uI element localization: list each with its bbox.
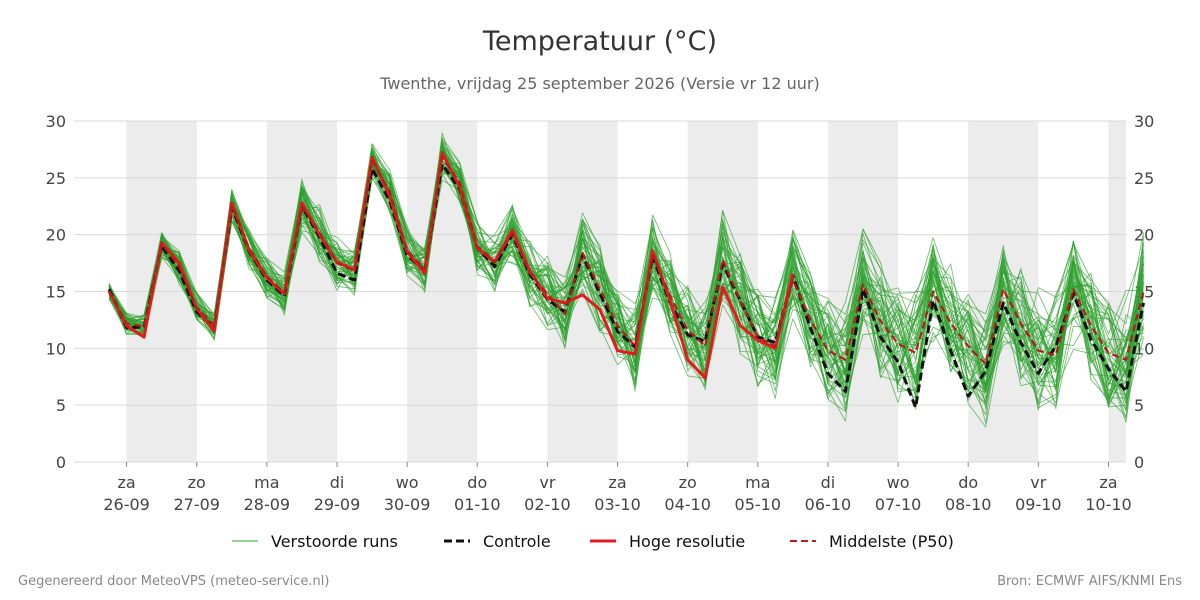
y-tick-label: 20 [46, 226, 66, 245]
x-tick-date: 08-10 [945, 495, 992, 514]
legend-label-high-res: Hoge resolutie [629, 532, 745, 551]
ensemble-member-line [108, 160, 1144, 410]
x-tick-day: za [608, 473, 626, 492]
x-tick-day: vr [1030, 473, 1046, 492]
x-tick-day: di [821, 473, 836, 492]
x-tick-date: 03-10 [594, 495, 641, 514]
x-tick-date: 01-10 [454, 495, 501, 514]
x-tick-day: wo [887, 473, 910, 492]
high-res-line [107, 151, 795, 380]
footer-source: Bron: ECMWF AIFS/KNMI Ens [997, 574, 1182, 589]
ensemble-member-line [108, 151, 1144, 428]
x-tick-day: vr [539, 473, 555, 492]
x-tick-date: 05-10 [735, 495, 782, 514]
ensemble-member-line [108, 149, 1144, 410]
ensemble-member-line [108, 145, 1144, 420]
control-line [107, 162, 1145, 409]
legend: Verstoorde runs Controle Hoge resolutie … [232, 532, 954, 551]
x-tick-date: 04-10 [664, 495, 711, 514]
y-tick-label: 20 [1134, 226, 1154, 245]
x-tick-day: wo [396, 473, 419, 492]
ensemble-member-line [108, 157, 1144, 387]
ensemble-member-line [108, 143, 1144, 362]
y-tick-label: 10 [46, 339, 66, 358]
median-line [108, 156, 1145, 366]
x-tick-date: 29-09 [314, 495, 361, 514]
y-tick-label: 5 [1134, 396, 1144, 415]
x-tick-date: 02-10 [524, 495, 571, 514]
y-tick-label: 30 [46, 112, 66, 131]
x-axis: za 26-09 zo 27-09 ma 28-09 di 29-09 wo 30-09 do 01-… [103, 462, 1132, 514]
y-tick-label: 25 [1134, 169, 1154, 188]
y-tick-label: 0 [56, 453, 66, 472]
footer-generator: Gegenereerd door MeteoVPS (meteo-service… [18, 574, 329, 589]
x-tick-date: 07-10 [875, 495, 922, 514]
ensemble-member-line [108, 136, 1144, 370]
legend-label-ensemble: Verstoorde runs [271, 532, 398, 551]
x-tick-date: 10-10 [1085, 495, 1132, 514]
main-lines [107, 151, 1145, 409]
x-tick-day: ma [254, 473, 279, 492]
x-tick-day: di [330, 473, 345, 492]
ensemble-member-line [108, 146, 1144, 403]
x-tick-day: ma [745, 473, 770, 492]
legend-label-median: Middelste (P50) [829, 532, 954, 551]
x-tick-date: 30-09 [384, 495, 431, 514]
x-tick-day: zo [679, 473, 697, 492]
y-axis-left: 0 5 10 15 20 25 30 [46, 112, 66, 472]
x-tick-day: zo [188, 473, 206, 492]
ensemble-lines [108, 132, 1144, 428]
x-tick-day: za [1099, 473, 1117, 492]
x-tick-date: 09-10 [1015, 495, 1062, 514]
x-tick-date: 27-09 [173, 495, 220, 514]
y-tick-label: 0 [1134, 453, 1144, 472]
chart-title: Temperatuur (°C) [482, 26, 717, 57]
x-tick-day: do [958, 473, 978, 492]
x-tick-day: do [467, 473, 487, 492]
ensemble-member-line [108, 165, 1144, 399]
y-tick-label: 25 [46, 169, 66, 188]
y-tick-label: 15 [46, 283, 66, 302]
x-tick-day: za [117, 473, 135, 492]
x-tick-date: 26-09 [103, 495, 150, 514]
ensemble-member-line [108, 140, 1144, 386]
x-tick-date: 28-09 [244, 495, 291, 514]
ensemble-member-line [108, 150, 1144, 410]
y-tick-label: 30 [1134, 112, 1154, 131]
legend-label-control: Controle [483, 532, 551, 551]
x-tick-date: 06-10 [805, 495, 852, 514]
y-tick-label: 5 [56, 396, 66, 415]
chart-subtitle: Twenthe, vrijdag 25 september 2026 (Vers… [379, 74, 819, 93]
